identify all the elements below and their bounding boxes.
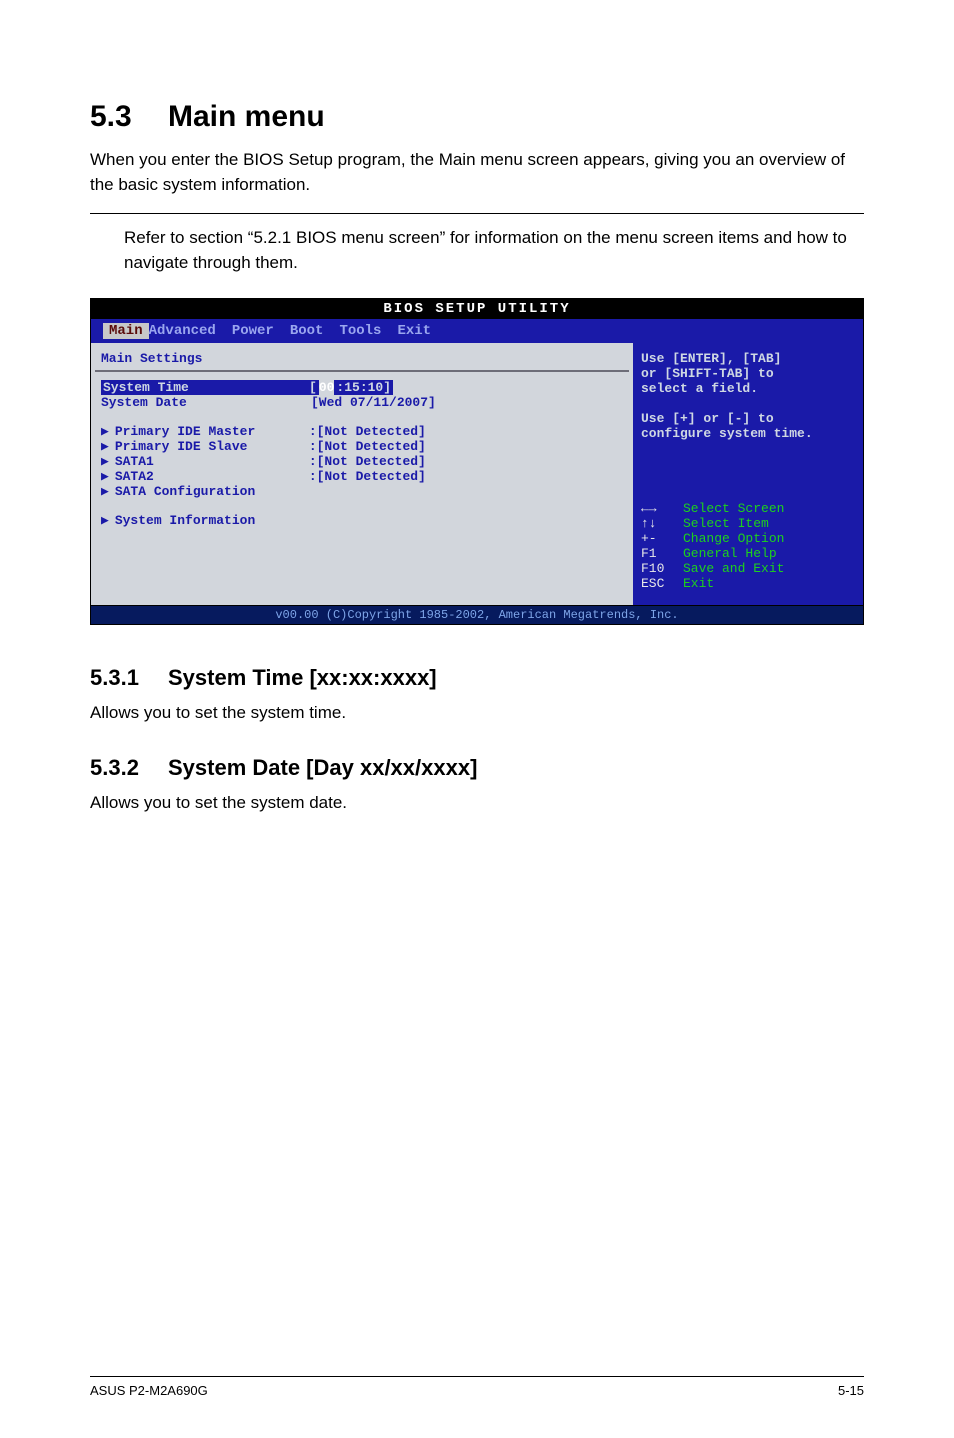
page-footer: ASUS P2-M2A690G 5-15	[90, 1376, 864, 1398]
bios-item-label[interactable]: SATA2	[115, 469, 309, 484]
bios-screenshot: BIOS SETUP UTILITY MainAdvancedPowerBoot…	[90, 298, 864, 625]
bios-item-value: :[Not Detected]	[309, 424, 426, 439]
bios-tab-power[interactable]: Power	[232, 323, 290, 339]
subsection-title: System Time [xx:xx:xxxx]	[168, 665, 437, 690]
bios-help-line: select a field.	[641, 381, 855, 396]
section-title: Main menu	[168, 100, 325, 133]
bios-utility-title: BIOS SETUP UTILITY	[90, 298, 864, 319]
bios-item-value: :[Not Detected]	[309, 439, 426, 454]
triangle-icon: ▶	[101, 439, 115, 454]
subsection-body: Allows you to set the system time.	[90, 701, 864, 726]
bios-item-value: :[Not Detected]	[309, 454, 426, 469]
triangle-icon: ▶	[101, 469, 115, 484]
bios-left-title: Main Settings	[91, 343, 633, 370]
subsection-heading: 5.3.2System Date [Day xx/xx/xxxx]	[90, 755, 864, 781]
bios-field-label[interactable]: System Time	[101, 380, 307, 395]
bios-tab-boot[interactable]: Boot	[290, 323, 340, 339]
bios-help-line: configure system time.	[641, 426, 855, 441]
subsection-number: 5.3.1	[90, 665, 168, 691]
bios-item-label[interactable]: System Information	[115, 513, 309, 528]
bios-tab-exit[interactable]: Exit	[397, 323, 447, 339]
bios-rows: System Time[00:15:10]System Date[Wed 07/…	[91, 372, 633, 552]
bios-tab-tools[interactable]: Tools	[339, 323, 397, 339]
bios-help-line	[641, 396, 855, 411]
bios-item-label[interactable]: Primary IDE Slave	[115, 439, 309, 454]
bios-help-line: Use [ENTER], [TAB]	[641, 351, 855, 366]
bios-help-key-row: F10Save and Exit	[641, 561, 855, 576]
bios-help-line: or [SHIFT-TAB] to	[641, 366, 855, 381]
bios-field-label[interactable]: System Date	[101, 395, 311, 410]
bios-help-line: Use [+] or [-] to	[641, 411, 855, 426]
bios-field-value[interactable]: [Wed 07/11/2007]	[311, 395, 436, 410]
bios-item-value: :[Not Detected]	[309, 469, 426, 484]
triangle-icon: ▶	[101, 454, 115, 469]
bios-help-key-row: ←→Select Screen	[641, 501, 855, 516]
footer-right: 5-15	[838, 1383, 864, 1398]
bios-item-label[interactable]: SATA1	[115, 454, 309, 469]
bios-tab-bar: MainAdvancedPowerBootToolsExit	[90, 319, 864, 343]
section-heading: 5.3Main menu	[90, 100, 864, 134]
bios-help-key-row: F1General Help	[641, 546, 855, 561]
section-intro: When you enter the BIOS Setup program, t…	[90, 148, 864, 197]
bios-item-label[interactable]: Primary IDE Master	[115, 424, 309, 439]
bios-help-key-row: +-Change Option	[641, 531, 855, 546]
bios-item-label[interactable]: SATA Configuration	[115, 484, 309, 499]
bios-tab-main[interactable]: Main	[103, 323, 149, 339]
subsection-heading: 5.3.1System Time [xx:xx:xxxx]	[90, 665, 864, 691]
triangle-icon: ▶	[101, 484, 115, 499]
bios-help-panel: Use [ENTER], [TAB]or [SHIFT-TAB] toselec…	[633, 343, 863, 605]
subsection-body: Allows you to set the system date.	[90, 791, 864, 816]
subsection-title: System Date [Day xx/xx/xxxx]	[168, 755, 477, 780]
bios-field-value[interactable]: [00:15:10]	[307, 380, 393, 395]
note-text: Refer to section “5.2.1 BIOS menu screen…	[124, 224, 864, 275]
bios-tab-advanced[interactable]: Advanced	[149, 323, 232, 339]
triangle-icon: ▶	[101, 424, 115, 439]
bios-help-key-row: ESCExit	[641, 576, 855, 591]
bios-help-key-row: ↑↓Select Item	[641, 516, 855, 531]
section-number: 5.3	[90, 100, 168, 134]
footer-left: ASUS P2-M2A690G	[90, 1383, 208, 1398]
note-block: Refer to section “5.2.1 BIOS menu screen…	[90, 213, 864, 275]
triangle-icon: ▶	[101, 513, 115, 528]
subsection-number: 5.3.2	[90, 755, 168, 781]
bios-footer: v00.00 (C)Copyright 1985-2002, American …	[90, 606, 864, 625]
